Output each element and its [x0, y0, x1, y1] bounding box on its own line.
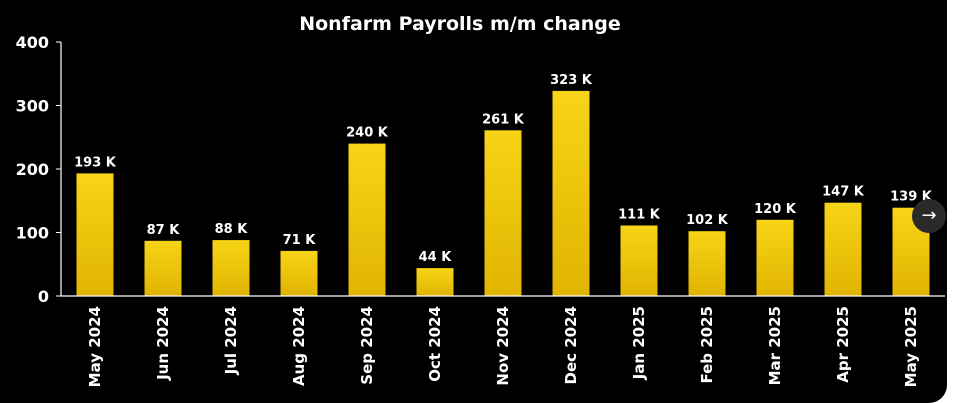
bars-layer — [76, 90, 930, 297]
data-label: 111 K — [618, 208, 661, 223]
x-tick-label: Aug 2024 — [290, 306, 308, 386]
data-label: 71 K — [283, 233, 317, 248]
data-label: 102 K — [686, 213, 729, 228]
y-tick-label: 100 — [16, 224, 49, 243]
y-tick-label: 400 — [16, 33, 49, 52]
data-label: 261 K — [482, 112, 525, 127]
bar-jan-2025 — [620, 225, 658, 296]
bar-dec-2024 — [552, 90, 590, 297]
data-label: 240 K — [346, 126, 389, 141]
bar-feb-2025 — [688, 231, 726, 296]
data-label: 147 K — [822, 185, 865, 200]
bar-jun-2024 — [144, 240, 182, 296]
y-tick-label: 200 — [16, 160, 49, 179]
data-label: 44 K — [419, 250, 453, 265]
x-tick-label: Apr 2025 — [834, 306, 852, 383]
bar-mar-2025 — [756, 219, 794, 296]
bar-apr-2025 — [824, 202, 862, 296]
chart-title: Nonfarm Payrolls m/m change — [299, 13, 621, 35]
bar-jul-2024 — [212, 240, 250, 296]
data-label: 193 K — [74, 155, 117, 170]
data-label: 87 K — [147, 223, 181, 238]
arrow-right-icon: → — [921, 205, 937, 226]
y-axis: 0 100 200 300 400 — [16, 33, 62, 306]
x-tick-label: Sep 2024 — [358, 306, 376, 385]
x-tick-label: Jul 2024 — [222, 306, 240, 375]
x-tick-label: May 2024 — [86, 306, 104, 387]
x-tick-label: Feb 2025 — [698, 306, 716, 384]
x-tick-label: Mar 2025 — [766, 306, 784, 385]
bar-oct-2024 — [416, 268, 454, 296]
data-label: 88 K — [215, 222, 249, 237]
data-label: 120 K — [754, 202, 797, 217]
bar-sep-2024 — [348, 143, 386, 296]
bar-aug-2024 — [280, 250, 318, 296]
x-axis: May 2024 Jun 2024 Jul 2024 Aug 2024 Sep 2024… — [61, 295, 945, 387]
x-tick-label: Nov 2024 — [494, 306, 512, 386]
y-tick-label: 300 — [16, 97, 49, 116]
bar-nov-2024 — [484, 130, 522, 296]
x-tick-label: Dec 2024 — [562, 306, 580, 385]
bar-may-2024 — [76, 173, 114, 296]
x-tick-label: Jan 2025 — [630, 306, 648, 380]
x-tick-label: May 2025 — [902, 306, 920, 387]
next-button[interactable]: → — [912, 199, 946, 233]
data-label: 323 K — [550, 73, 593, 88]
x-tick-label: Jun 2024 — [154, 306, 172, 381]
y-tick-label: 0 — [38, 287, 49, 306]
x-tick-label: Oct 2024 — [426, 306, 444, 382]
